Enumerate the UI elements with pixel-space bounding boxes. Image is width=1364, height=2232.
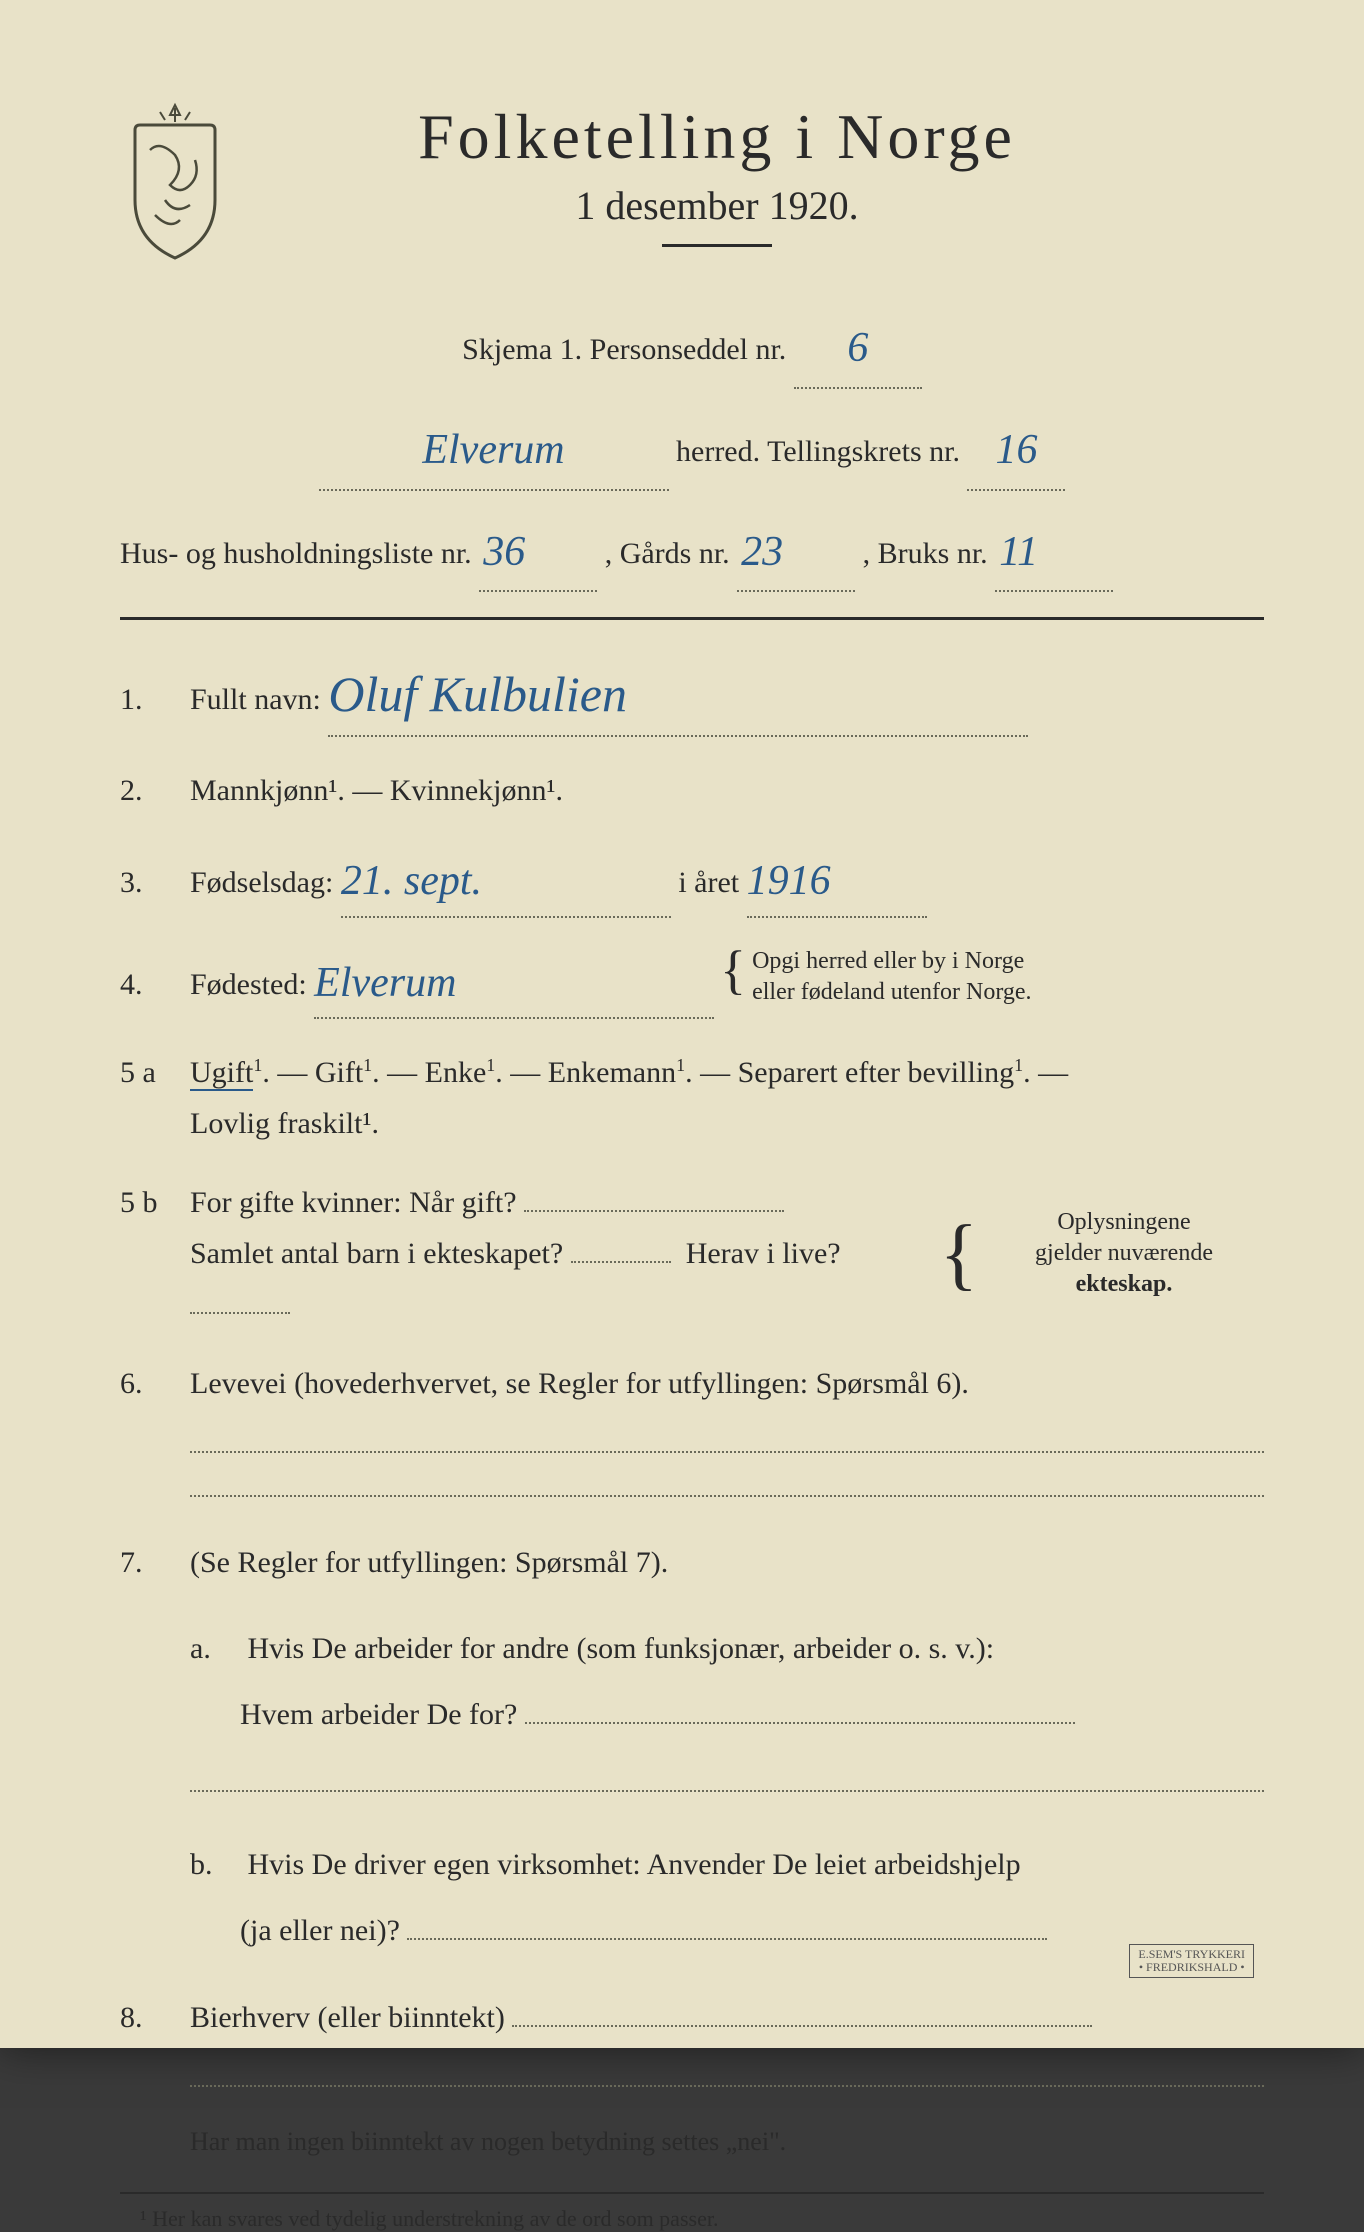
blank-line <box>190 2083 1264 2087</box>
q3-label-b: i året <box>678 866 739 899</box>
q3-label-a: Fødselsdag: <box>190 866 333 899</box>
hus-line: Hus- og husholdningsliste nr. 36 , Gårds… <box>120 511 1264 593</box>
q5a-ugift: Ugift <box>190 1056 253 1091</box>
q7-intro: (Se Regler for utfyllingen: Spørsmål 7). <box>190 1537 1264 1588</box>
question-1: 1. Fullt navn: Oluf Kulbulien <box>120 650 1264 737</box>
q5a-text2: Lovlig fraskilt¹. <box>190 1107 379 1140</box>
q1-num: 1. <box>120 674 190 725</box>
question-5a: 5 a Ugift1. — Gift1. — Enke1. — Enkemann… <box>120 1047 1264 1149</box>
census-form-page: Folketelling i Norge 1 desember 1920. Sk… <box>0 0 1364 2048</box>
q6-num: 6. <box>120 1358 190 1409</box>
blank-line <box>190 1788 1264 1792</box>
q5b-note: Oplysningene gjelder nuværende ekteskap. <box>984 1207 1264 1301</box>
q5b-num: 5 b <box>120 1177 190 1228</box>
q1-label: Fullt navn: <box>190 683 321 716</box>
q7a-l1: Hvis De arbeider for andre (som funksjon… <box>248 1632 995 1665</box>
subtitle: 1 desember 1920. <box>270 182 1164 229</box>
bruks-nr: 11 <box>999 529 1038 575</box>
q7b-l2: (ja eller nei)? <box>240 1914 400 1947</box>
q7a-letter: a. <box>190 1616 240 1682</box>
brace-icon: { <box>720 946 746 995</box>
bruks-label: , Bruks nr. <box>863 537 988 570</box>
q4-value: Elverum <box>314 960 456 1006</box>
gards-label: , Gårds nr. <box>605 537 730 570</box>
q5b-l2a: Samlet antal barn i ekteskapet? <box>190 1237 563 1270</box>
question-7b: b. Hvis De driver egen virksomhet: Anven… <box>190 1832 1264 1964</box>
q2-num: 2. <box>120 765 190 816</box>
gards-nr: 23 <box>741 529 783 575</box>
question-3: 3. Fødselsdag: 21. sept. i året 1916 <box>120 844 1264 917</box>
footnote: ¹ Her kan svares ved tydelig understrekn… <box>140 2206 1264 2232</box>
title-divider <box>662 244 772 247</box>
herred-value: Elverum <box>422 427 564 473</box>
q7a-l2: Hvem arbeider De for? <box>240 1698 517 1731</box>
herred-label: herred. Tellingskrets nr. <box>676 435 960 468</box>
q7b-l1: Hvis De driver egen virksomhet: Anvender… <box>248 1848 1021 1881</box>
skjema-line: Skjema 1. Personseddel nr. 6 <box>120 307 1264 389</box>
blank-line <box>190 1449 1264 1453</box>
main-title: Folketelling i Norge <box>270 100 1164 174</box>
printer-stamp: E.SEM'S TRYKKERI • FREDRIKSHALD • <box>1129 1944 1254 1978</box>
q8-num: 8. <box>120 1992 190 2043</box>
q1-value: Oluf Kulbulien <box>328 666 627 722</box>
hus-label: Hus- og husholdningsliste nr. <box>120 537 472 570</box>
tellingskrets-nr: 16 <box>995 427 1037 473</box>
question-4: 4. Fødested: Elverum { Opgi herred eller… <box>120 946 1264 1019</box>
q7-num: 7. <box>120 1537 190 1588</box>
personseddel-nr: 6 <box>847 325 868 371</box>
section-divider <box>120 617 1264 620</box>
q5a-num: 5 a <box>120 1047 190 1098</box>
q5b-l2b: Herav i live? <box>686 1237 841 1270</box>
header: Folketelling i Norge 1 desember 1920. <box>120 90 1264 277</box>
q3-value-a: 21. sept. <box>341 858 482 904</box>
question-2: 2. Mannkjønn¹. — Kvinnekjønn¹. <box>120 765 1264 816</box>
herred-line: Elverum herred. Tellingskrets nr. 16 <box>120 409 1264 491</box>
q8-label: Bierhverv (eller biinntekt) <box>190 2001 505 2034</box>
q3-value-b: 1916 <box>747 858 831 904</box>
skjema-label: Skjema 1. Personseddel nr. <box>462 333 786 366</box>
hus-nr: 36 <box>483 529 525 575</box>
q7b-letter: b. <box>190 1832 240 1898</box>
q2-label: Mannkjønn¹. — Kvinnekjønn¹. <box>190 765 1264 816</box>
blank-line <box>190 1493 1264 1497</box>
question-7a: a. Hvis De arbeider for andre (som funks… <box>190 1616 1264 1748</box>
title-block: Folketelling i Norge 1 desember 1920. <box>270 90 1264 277</box>
q4-note: Opgi herred eller by i Norge eller fødel… <box>752 946 1031 1008</box>
q4-label: Fødested: <box>190 968 307 1001</box>
q4-num: 4. <box>120 959 190 1010</box>
q6-text: Levevei (hovederhvervet, se Regler for u… <box>190 1358 1264 1409</box>
q3-num: 3. <box>120 857 190 908</box>
q5b-l1: For gifte kvinner: Når gift? <box>190 1186 517 1219</box>
question-7: 7. (Se Regler for utfyllingen: Spørsmål … <box>120 1537 1264 1588</box>
tail-note: Har man ingen biinntekt av nogen betydni… <box>190 2127 1264 2157</box>
footnote-divider <box>120 2192 1264 2194</box>
coat-of-arms-icon <box>120 100 230 260</box>
question-5b: 5 b For gifte kvinner: Når gift? Samlet … <box>120 1177 1264 1330</box>
question-6: 6. Levevei (hovederhvervet, se Regler fo… <box>120 1358 1264 1409</box>
question-8: 8. Bierhverv (eller biinntekt) <box>120 1992 1264 2043</box>
brace-icon: { <box>940 1218 978 1290</box>
